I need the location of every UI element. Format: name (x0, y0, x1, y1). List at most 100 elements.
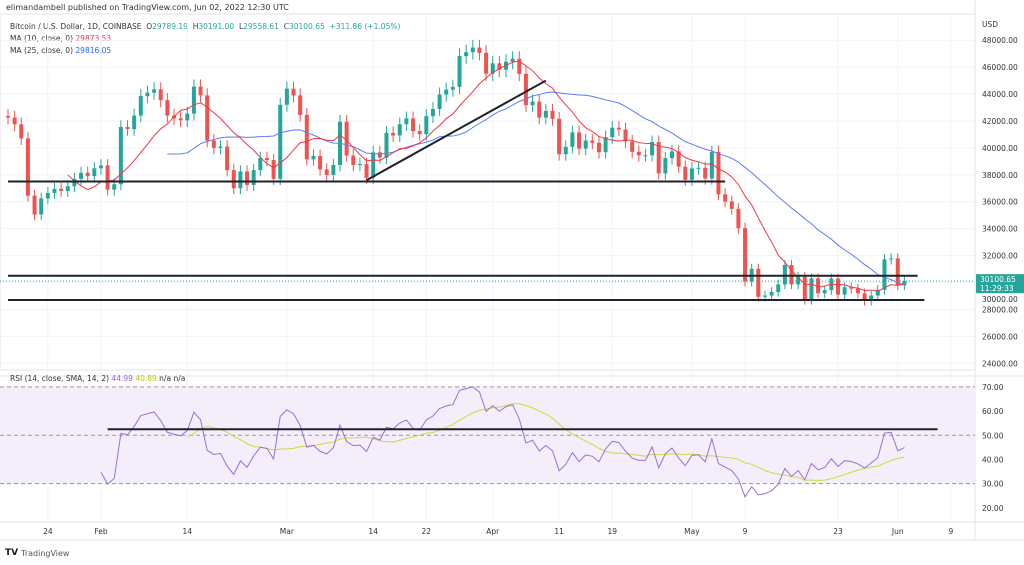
candle-body (643, 155, 648, 157)
candle-body (211, 140, 216, 148)
candle-body (902, 281, 907, 286)
candle-body (484, 52, 489, 74)
candle-body (191, 86, 196, 114)
low-label: L (238, 22, 244, 31)
candle-body (663, 158, 668, 174)
candle-body (32, 195, 37, 215)
candle-body (437, 94, 442, 109)
candle-body (709, 151, 714, 179)
date-tick-label: 23 (833, 527, 843, 536)
candle-body (152, 89, 157, 93)
candle-body (65, 186, 70, 191)
candle-body (577, 132, 582, 149)
candle-body (238, 171, 243, 189)
candle-body (98, 165, 103, 169)
candle-body (543, 110, 548, 118)
candle-body (19, 124, 24, 139)
candle-body (430, 108, 435, 117)
price-tick-label: 46000.00 (982, 63, 1018, 72)
candle-body (105, 165, 110, 190)
candle-body (311, 155, 316, 160)
candle-body (444, 89, 449, 95)
candle-body (689, 168, 694, 180)
price-tick-label: 30000.00 (982, 295, 1018, 304)
candle-body (782, 265, 787, 285)
date-tick-label: 9 (743, 527, 748, 536)
candle-body (756, 268, 761, 297)
tradingview-logo[interactable]: TV TradingView (5, 548, 69, 558)
candle-body (882, 259, 887, 290)
last-price-label: 30100.65 (980, 275, 1016, 284)
date-tick-label: 14 (368, 527, 378, 536)
candle-body (391, 132, 396, 136)
rsi-tick-label: 20.00 (982, 504, 1004, 513)
rsi-na-1: n/a (159, 374, 172, 383)
candle-body (855, 288, 860, 294)
ma10-label: MA (10, close, 0) (10, 34, 74, 43)
last-price-badge (976, 274, 1024, 294)
candle-body (683, 166, 688, 180)
candle-body (357, 164, 362, 166)
candle-body (875, 289, 880, 296)
candle-body (278, 104, 283, 179)
candle-body (145, 92, 150, 97)
candle-body (729, 201, 734, 209)
ma10-line (67, 60, 905, 292)
candle-body (384, 132, 389, 158)
price-tick-label: 32000.00 (982, 252, 1018, 261)
candle-body (537, 101, 542, 118)
candle-body (523, 73, 528, 106)
date-tick-label: Apr (486, 527, 500, 536)
ma10-legend[interactable]: MA (10, close, 0) 29873.53 (10, 34, 111, 43)
rsi-sma-value: 40.89 (135, 374, 157, 383)
candle-body (6, 115, 10, 118)
candle-body (417, 131, 422, 135)
candle-body (258, 157, 263, 171)
high-value: 30191.00 (198, 22, 235, 31)
candle-body (616, 127, 621, 130)
candle-body (816, 278, 821, 294)
close-label: C (283, 22, 289, 31)
candle-body (158, 89, 163, 101)
candle-body (623, 129, 628, 142)
candle-body (364, 164, 369, 178)
candle-body (676, 151, 681, 167)
candle-body (218, 146, 223, 148)
candle-body (842, 287, 847, 295)
candle-body (630, 141, 635, 152)
candle-body (596, 142, 601, 153)
countdown-label: 11:29:33 (980, 284, 1014, 293)
candle-body (497, 63, 502, 70)
candle-body (703, 167, 708, 179)
candle-body (125, 127, 130, 130)
candle-body (650, 142, 655, 156)
candle-body (298, 95, 303, 115)
candle-body (530, 101, 535, 106)
candle-body (178, 118, 183, 121)
rsi-legend[interactable]: RSI (14, close, SMA, 14, 2) 44.99 40.89 … (10, 374, 185, 383)
date-tick-label: Feb (94, 527, 108, 536)
candle-body (59, 188, 64, 191)
candle-body (39, 198, 44, 215)
candle-body (762, 295, 767, 297)
candle-body (603, 137, 608, 153)
rsi-tick-label: 30.00 (982, 480, 1004, 489)
price-tick-label: 34000.00 (982, 225, 1018, 234)
candle-body (12, 117, 17, 125)
date-tick-label: 14 (183, 527, 193, 536)
rsi-tick-label: 60.00 (982, 407, 1004, 416)
tv-logo-icon: TV (5, 548, 19, 558)
ma25-label: MA (25, close, 0) (10, 46, 74, 55)
ma25-legend[interactable]: MA (25, close, 0) 29816.05 (10, 46, 111, 55)
date-tick-label: Jun (891, 527, 904, 536)
candle-body (696, 167, 701, 169)
candle-body (809, 278, 814, 300)
candle-body (25, 138, 30, 196)
high-label: H (192, 22, 199, 31)
change-value: +311.86 (+1.05%) (329, 22, 401, 31)
date-tick-label: May (684, 527, 700, 536)
candle-body (563, 146, 568, 155)
candle-body (118, 127, 123, 185)
candle-body (490, 63, 495, 74)
